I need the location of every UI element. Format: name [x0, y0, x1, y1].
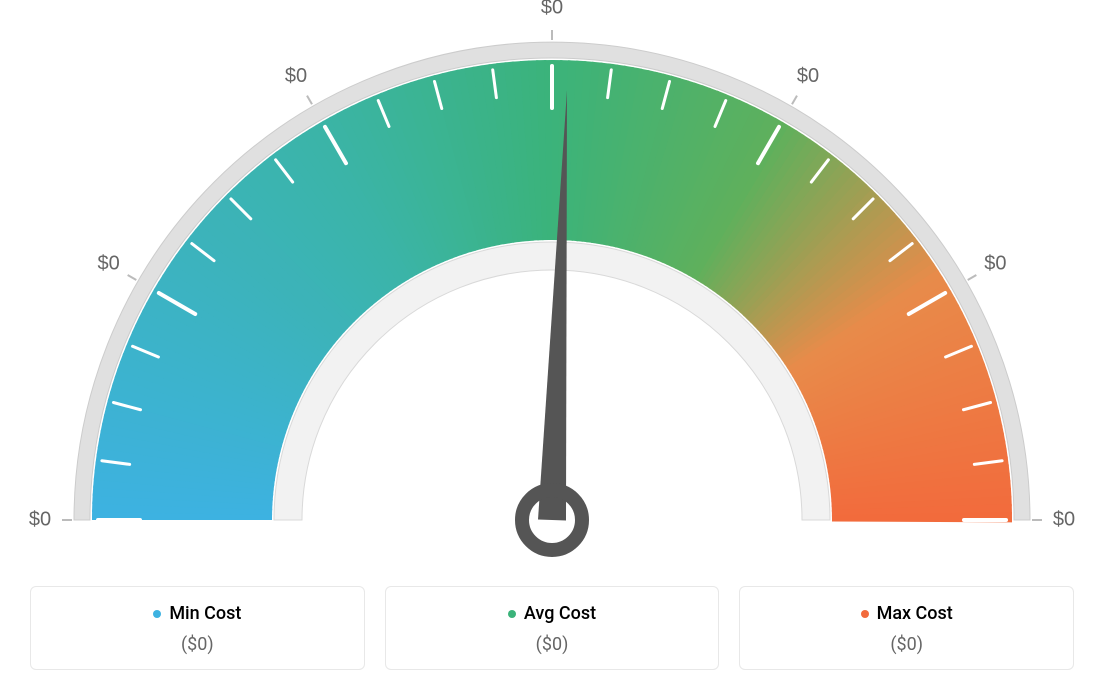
svg-text:$0: $0	[1053, 508, 1075, 530]
legend-card-max: Max Cost ($0)	[739, 586, 1074, 671]
cost-gauge-infographic: $0 $0 $0 $0 $0 $0 $0 Min Cost ($0) Avg Cost ($…	[0, 0, 1104, 690]
legend-value-avg: ($0)	[398, 634, 707, 655]
legend-card-min: Min Cost ($0)	[30, 586, 365, 671]
svg-text:$0: $0	[984, 252, 1006, 274]
svg-text:$0: $0	[97, 252, 119, 274]
legend-card-avg: Avg Cost ($0)	[385, 586, 720, 671]
svg-text:$0: $0	[541, 0, 563, 18]
legend-row: Min Cost ($0) Avg Cost ($0) Max Cost ($0…	[30, 586, 1074, 671]
svg-text:$0: $0	[797, 65, 819, 87]
svg-text:$0: $0	[285, 65, 307, 87]
legend-value-max: ($0)	[752, 634, 1061, 655]
legend-value-min: ($0)	[43, 634, 352, 655]
legend-dot-min	[153, 610, 161, 618]
legend-dot-avg	[508, 610, 516, 618]
legend-dot-max	[861, 610, 869, 618]
legend-label-avg: Avg Cost	[524, 603, 596, 624]
gauge-chart: $0 $0 $0 $0 $0 $0 $0	[0, 0, 1104, 560]
svg-text:$0: $0	[29, 508, 51, 530]
legend-label-min: Min Cost	[169, 603, 241, 624]
legend-label-max: Max Cost	[877, 603, 953, 624]
